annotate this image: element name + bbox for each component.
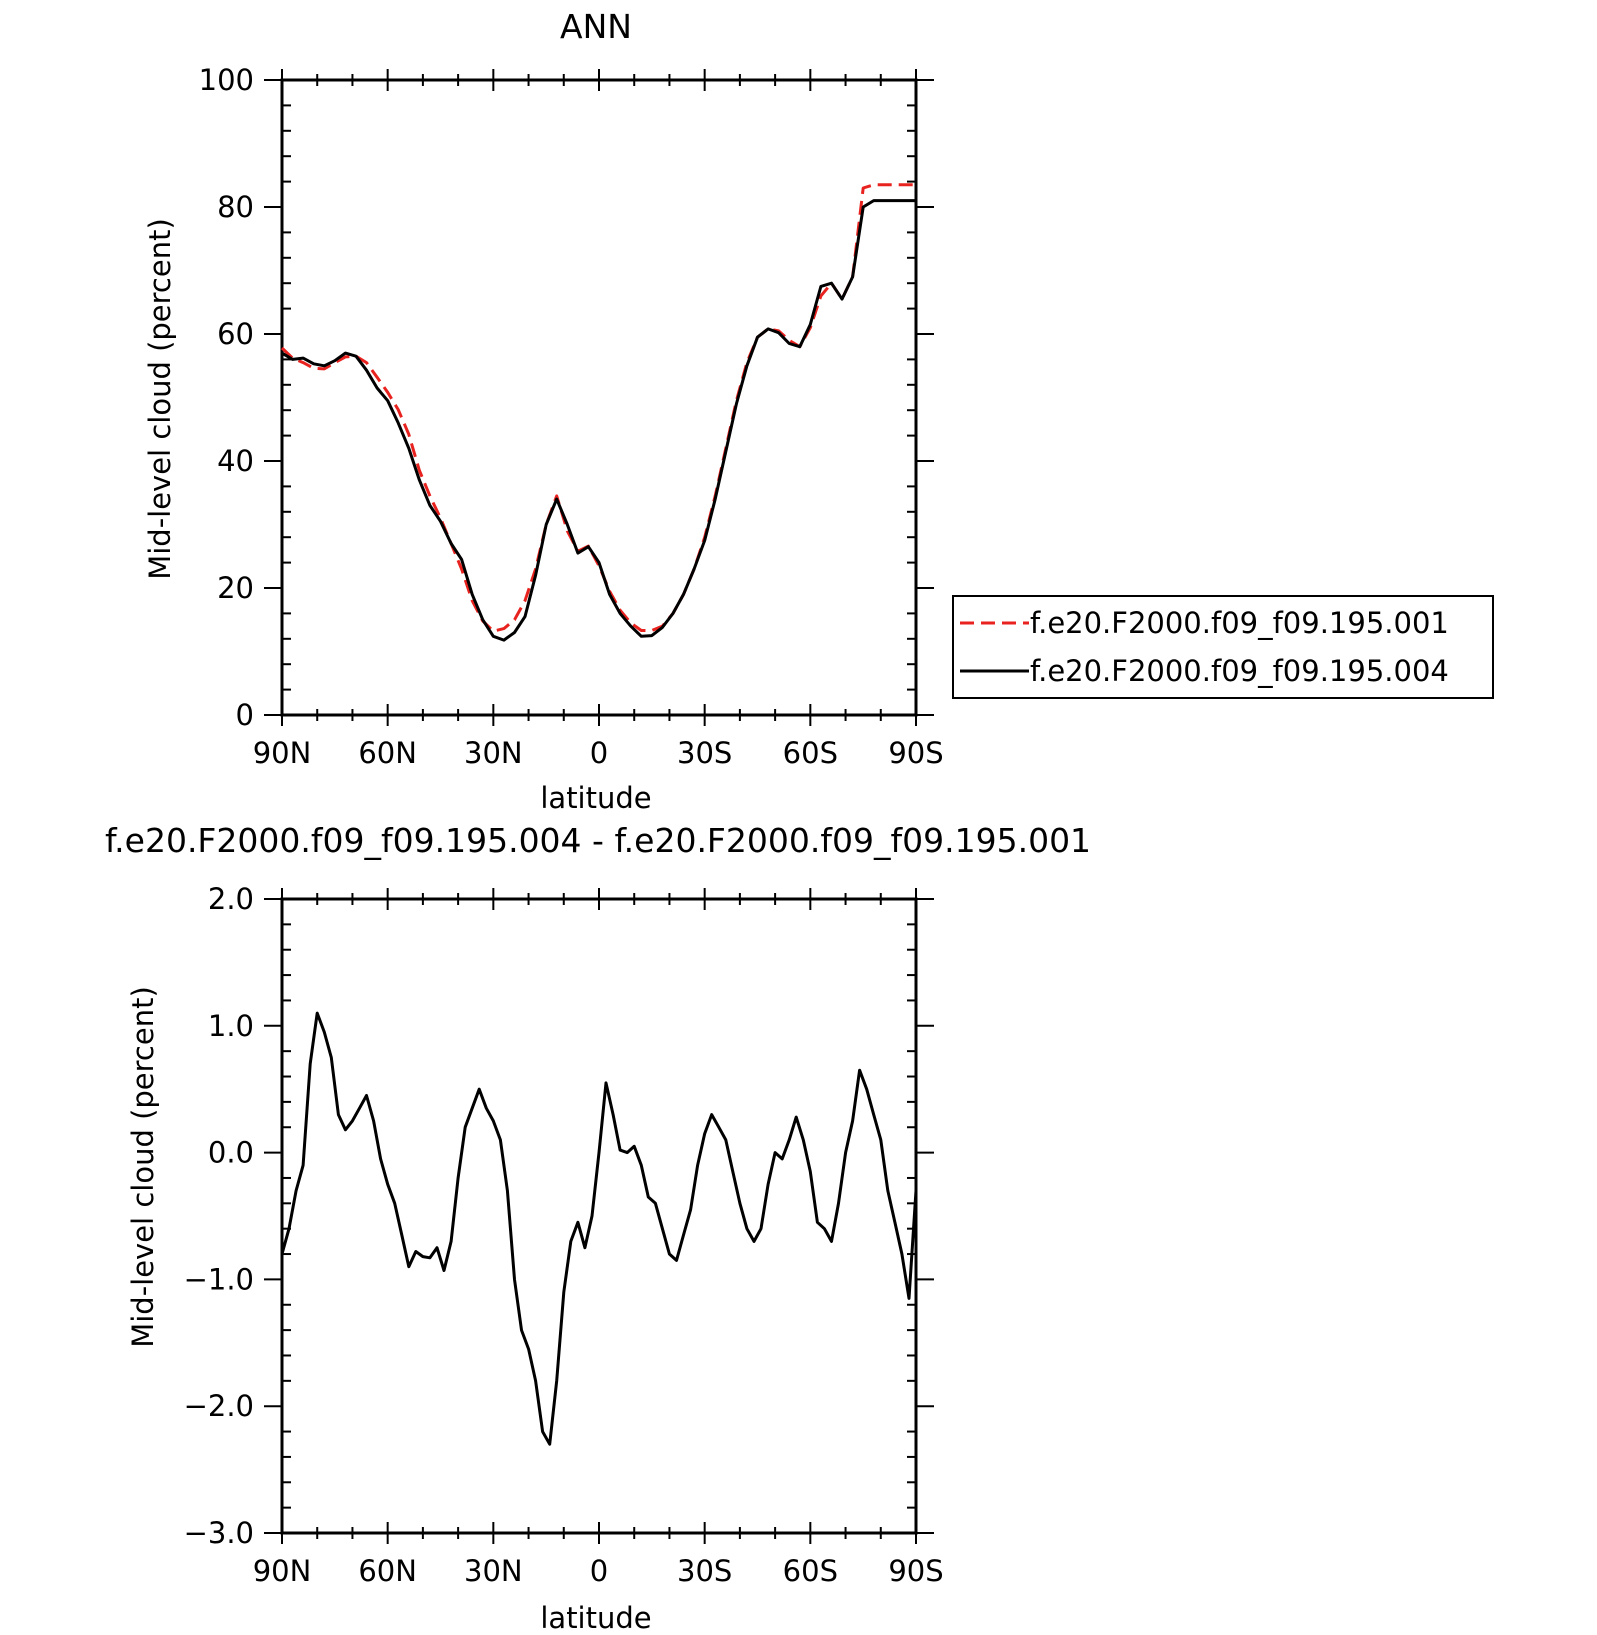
top-x-tick-label: 90N <box>253 736 312 770</box>
legend: f.e20.F2000.f09_f09.195.001 f.e20.F2000.… <box>952 595 1494 699</box>
bottom-x-tick-label: 0 <box>590 1554 608 1588</box>
bottom-y-tick-label: −1.0 <box>184 1262 254 1296</box>
top-y-tick-label: 40 <box>217 444 254 478</box>
top-x-tick-label: 90S <box>888 736 943 770</box>
top-series-line-1 <box>281 199 916 642</box>
top-plot-area: 90N 60N 30N 0 30S 60S 90S 0 20 40 60 80 100 <box>199 63 944 770</box>
top-x-tick-label: 30S <box>677 736 732 770</box>
top-y-tick-label: 20 <box>217 571 254 605</box>
bottom-y-axis-label: Mid-level cloud (percent) <box>126 986 160 1348</box>
bottom-series-line-0 <box>280 1011 918 1446</box>
bottom-y-tick-label: 0.0 <box>208 1136 254 1170</box>
top-y-tick-label: 80 <box>217 190 254 224</box>
top-x-tick-label: 30N <box>464 736 523 770</box>
top-panel: ANN 90N 60N 30N 0 30S 60S 90S 0 20 40 60 80 100 Mid-… <box>143 7 1494 815</box>
top-x-tick-label: 0 <box>590 736 608 770</box>
top-x-axis-label: latitude <box>540 781 651 815</box>
bottom-y-tick-label: 1.0 <box>208 1009 254 1043</box>
top-y-tick-label: 100 <box>199 63 254 97</box>
top-x-tick-label: 60N <box>358 736 417 770</box>
bottom-y-tick-label: 2.0 <box>208 882 254 916</box>
bottom-x-tick-label: 30N <box>464 1554 523 1588</box>
bottom-chart-title: f.e20.F2000.f09_f09.195.004 - f.e20.F200… <box>105 821 1091 860</box>
bottom-x-axis-label: latitude <box>540 1601 651 1635</box>
bottom-x-tick-label: 90N <box>253 1554 312 1588</box>
bottom-panel: f.e20.F2000.f09_f09.195.004 - f.e20.F200… <box>105 821 1091 1635</box>
bottom-y-tick-label: −2.0 <box>184 1389 254 1423</box>
top-chart-title: ANN <box>560 7 632 46</box>
bottom-plot-area: 90N 60N 30N 0 30S 60S 90S −3.0 −2.0 −1.0 0.0 1.0 2.0 <box>184 882 944 1588</box>
top-y-tick-label: 0 <box>236 698 254 732</box>
bottom-x-tick-label: 60N <box>358 1554 417 1588</box>
legend-label-series-001: f.e20.F2000.f09_f09.195.001 <box>1030 606 1449 640</box>
legend-label-series-004: f.e20.F2000.f09_f09.195.004 <box>1030 654 1449 688</box>
top-y-axis-label: Mid-level cloud (percent) <box>143 218 177 580</box>
legend-box <box>952 595 1494 699</box>
bottom-x-tick-label: 30S <box>677 1554 732 1588</box>
top-y-tick-label: 60 <box>217 317 254 351</box>
top-x-tick-label: 60S <box>783 736 838 770</box>
bottom-y-tick-label: −3.0 <box>184 1516 254 1550</box>
top-plot-frame <box>280 78 918 717</box>
bottom-x-tick-label: 90S <box>888 1554 943 1588</box>
bottom-x-tick-label: 60S <box>783 1554 838 1588</box>
bottom-plot-frame <box>280 897 918 1535</box>
